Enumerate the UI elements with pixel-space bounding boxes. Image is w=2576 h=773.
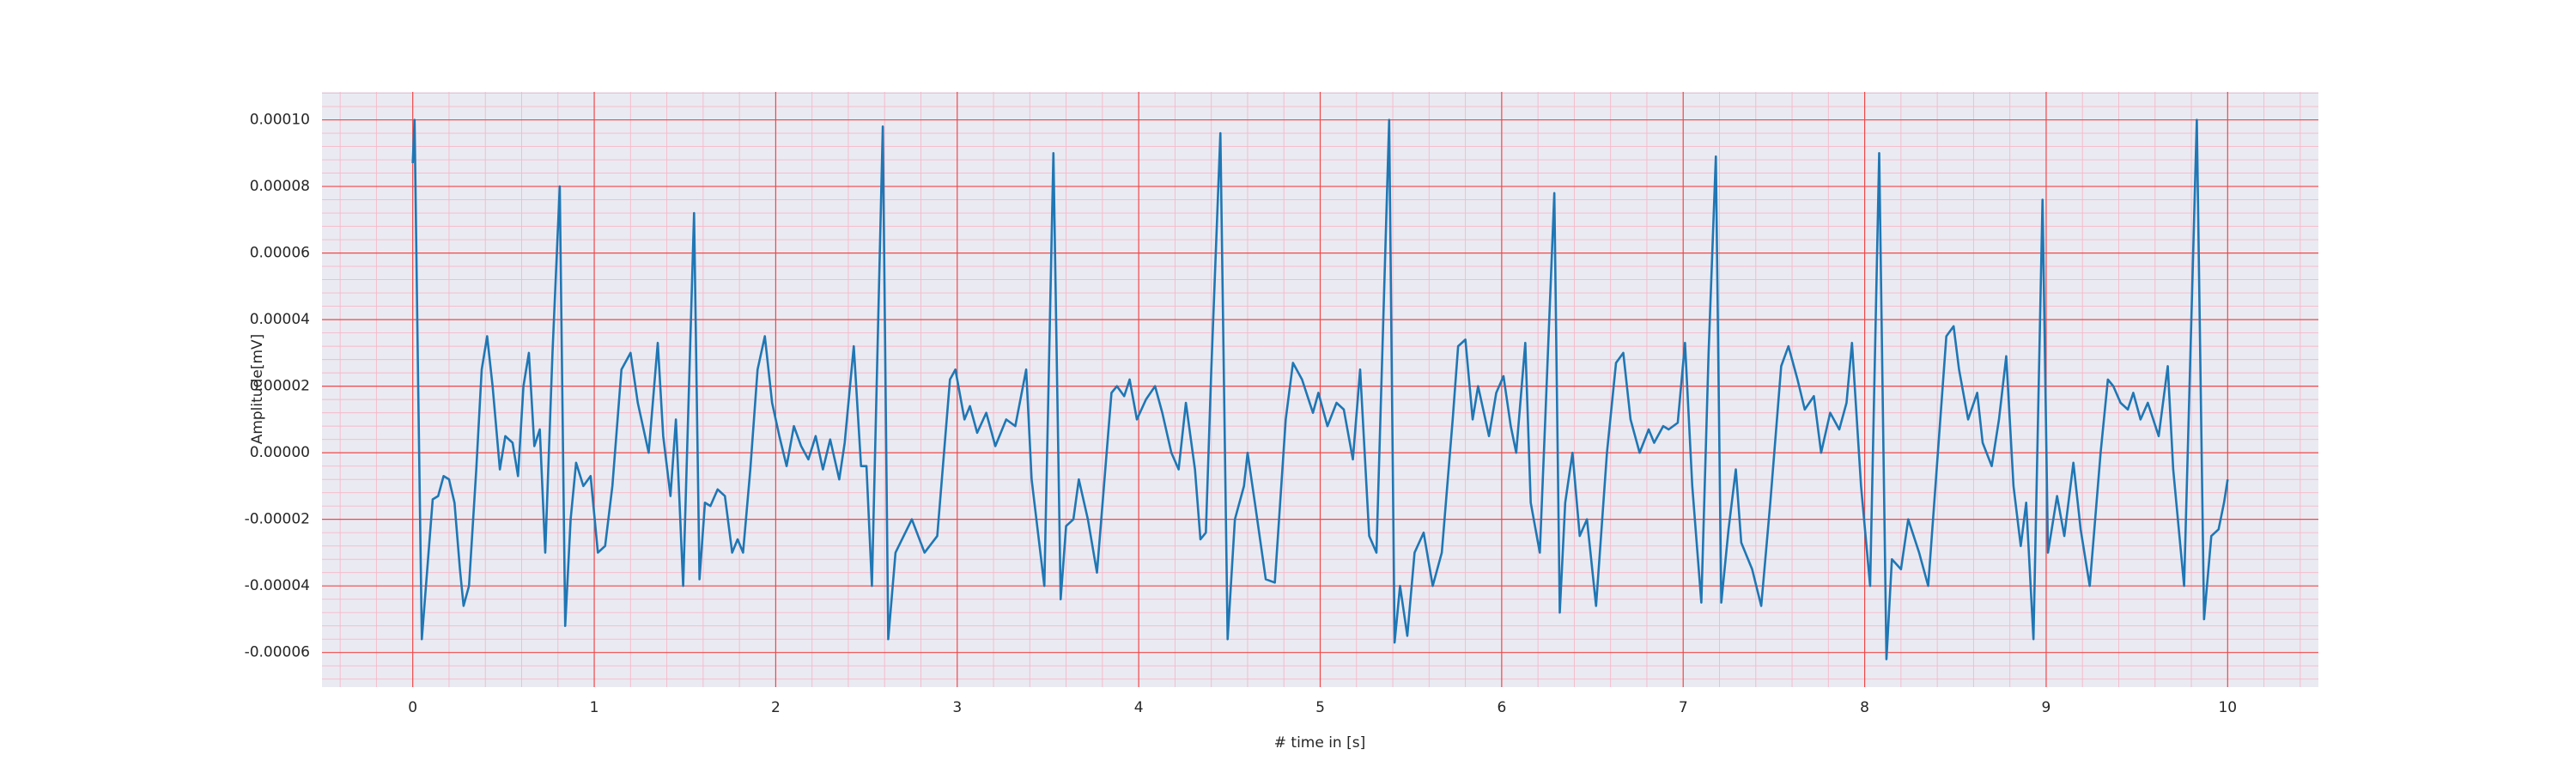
x-tick-label: 4 bbox=[1134, 699, 1144, 716]
y-tick-label: 0.00000 bbox=[250, 444, 310, 461]
x-tick-label: 8 bbox=[1860, 699, 1869, 716]
x-tick-label: 9 bbox=[2042, 699, 2051, 716]
x-tick-label: 7 bbox=[1679, 699, 1688, 716]
y-tick-label: 0.00004 bbox=[250, 311, 310, 328]
x-tick-label: 3 bbox=[952, 699, 962, 716]
y-tick-label: 0.00010 bbox=[250, 112, 310, 129]
x-tick-label: 6 bbox=[1497, 699, 1506, 716]
y-axis-label: Amplitude[mV] bbox=[249, 334, 266, 445]
y-tick-label: -0.00002 bbox=[245, 511, 310, 528]
x-tick-label: 10 bbox=[2218, 699, 2237, 716]
x-tick-label: 2 bbox=[771, 699, 781, 716]
y-tick-label: -0.00004 bbox=[245, 577, 310, 594]
x-tick-label: 1 bbox=[590, 699, 599, 716]
signal-line bbox=[411, 119, 2229, 660]
y-tick-label: 0.00006 bbox=[250, 245, 310, 262]
x-axis-label: # time in [s] bbox=[1274, 734, 1365, 752]
x-tick-label: 0 bbox=[408, 699, 417, 716]
x-tick-label: 5 bbox=[1315, 699, 1325, 716]
y-tick-label: 0.00008 bbox=[250, 178, 310, 195]
y-tick-label: 0.00002 bbox=[250, 378, 310, 395]
y-tick-label: -0.00006 bbox=[245, 644, 310, 661]
grid bbox=[322, 92, 2318, 687]
